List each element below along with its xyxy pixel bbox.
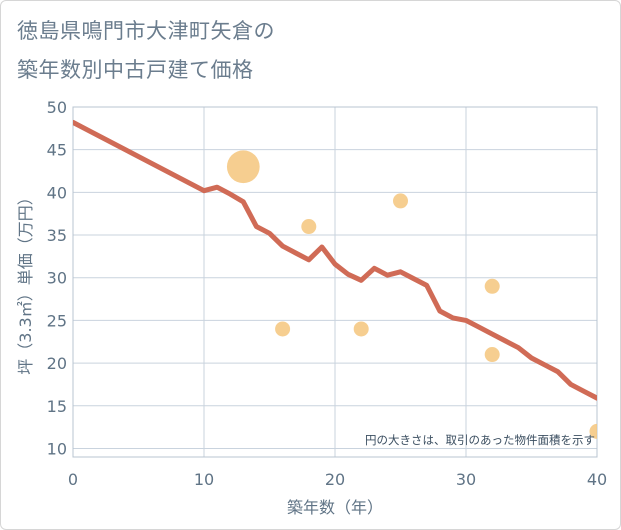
scatter-point [353,321,369,337]
y-tick-label: 30 [47,269,67,288]
x-axis-label: 築年数（年） [287,498,383,517]
x-tick-label: 20 [325,470,345,489]
x-tick-label: 30 [456,470,476,489]
y-tick-label: 10 [47,439,67,458]
y-tick-label: 20 [47,354,67,373]
y-tick-label: 25 [47,311,67,330]
scatter-point [393,193,408,209]
y-axis-label: 坪（3.3㎡）単価（万円） [16,189,35,374]
x-tick-label: 0 [68,470,78,489]
scatter-point [226,150,260,184]
y-tick-label: 45 [47,141,67,160]
scatter-point [484,347,500,363]
y-tick-label: 50 [47,98,67,117]
scatter-point [589,423,597,439]
grid-lines [72,106,598,457]
y-tick-label: 35 [47,226,67,245]
scatter-point [484,278,500,294]
scatter-series [226,150,597,439]
average-price-line [73,119,597,401]
x-tick-label: 10 [194,470,214,489]
chart-title-line2: 築年数別中古戸建て価格 [17,58,254,82]
plot-area-border [72,106,598,458]
x-tick-label: 40 [587,470,607,489]
bubble-size-note: 円の大きさは、取引のあった物件面積を示す [365,433,595,447]
y-tick-label: 40 [47,183,67,202]
y-tick-label: 15 [47,397,67,416]
scatter-point [275,321,291,337]
line-series [73,119,597,401]
chart-title-line1: 徳島県鳴門市大津町矢倉の [17,19,275,43]
scatter-point [301,219,317,235]
